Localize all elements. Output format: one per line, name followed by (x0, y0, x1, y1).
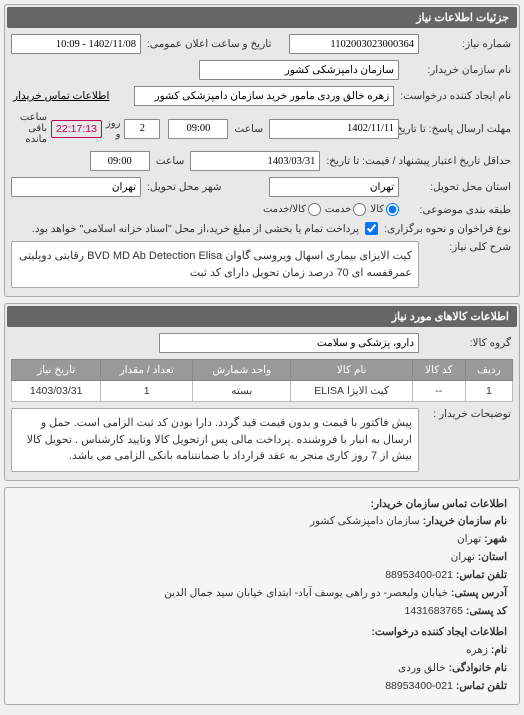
col-date: تاریخ نیاز (12, 360, 101, 381)
col-row: ردیف (465, 360, 512, 381)
c-phone: 021-88953400 (385, 569, 453, 581)
goods-desc-label: توضیحات خریدار : (423, 408, 513, 420)
delivery-deadline-label: حداقل تاریخ اعتبار پیشنهاد / قیمت: تا تا… (324, 155, 513, 167)
remaining-time: 22:17:13 (51, 120, 102, 138)
announce-input[interactable] (11, 34, 141, 54)
time-label-1: ساعت (232, 123, 265, 135)
remaining-days-label: روز و (106, 118, 121, 140)
delivery-deadline-date[interactable] (190, 151, 320, 171)
creator-header: اطلاعات ایجاد کننده درخواست: (371, 626, 507, 638)
city-label: شهر محل تحویل: (145, 181, 224, 193)
budget-note-value: پرداخت تمام یا بخشی از مبلغ خرید،از محل … (11, 223, 361, 235)
province-label: استان محل تحویل: (403, 181, 513, 193)
budget-radio-group: کالا خدمت کالا/خدمت (263, 203, 399, 216)
goods-desc-value: پیش فاکتور با قیمت و بدون قیمت قید گردد.… (11, 408, 419, 472)
buyer-org-input[interactable] (199, 60, 399, 80)
col-name: نام کالا (291, 360, 412, 381)
province-input[interactable] (269, 177, 399, 197)
c-province: تهران (451, 551, 475, 563)
col-qty: تعداد / مقدار (101, 360, 193, 381)
buyer-contact-link[interactable]: اطلاعات تماس خریدار (11, 90, 111, 102)
col-unit: واحد شمارش (193, 360, 291, 381)
c-postal: خیابان ولیعصر- دو راهی یوسف آباد- ابتدای… (164, 587, 448, 599)
number-input[interactable] (289, 34, 419, 54)
c-zip: 1431683765 (405, 605, 463, 617)
c-family: خالق وردی (398, 662, 446, 674)
c-city: تهران (457, 533, 481, 545)
c-city-label: شهر: (484, 533, 507, 545)
budget-radio-kala[interactable] (386, 203, 399, 216)
city-input[interactable] (11, 177, 141, 197)
delivery-deadline-time[interactable] (90, 151, 150, 171)
c-phone-label: تلفن تماس: (456, 569, 507, 581)
budget-label: طبقه بندی موضوعی: (403, 204, 513, 216)
c-family-label: نام خانوادگی: (449, 662, 507, 674)
deadline-send-date[interactable] (269, 119, 399, 139)
remaining-days (124, 119, 160, 139)
general-desc-value: کیت الایزای بیماری اسهال ویروسی گاوان BV… (11, 241, 419, 288)
budget-note-label: نوع فراخوان و نحوه برگزاری: (382, 223, 513, 235)
number-label: شماره نیاز: (423, 38, 513, 50)
deadline-send-label: مهلت ارسال پاسخ: تا تاریخ: (403, 123, 513, 135)
goods-header: اطلاعات کالاهای مورد نیاز (7, 306, 517, 327)
c-name-label: نام: (491, 644, 507, 656)
requester-input[interactable] (134, 86, 394, 106)
c-buyer-org: سازمان دامپزشکی کشور (310, 515, 420, 527)
c-zip-label: کد پستی: (466, 605, 507, 617)
requester-label: نام ایجاد کننده درخواست: (398, 90, 513, 102)
group-label: گروه کالا: (423, 337, 513, 349)
c-postal-label: آدرس پستی: (451, 587, 507, 599)
buyer-org-label: نام سازمان خریدار: (403, 64, 513, 76)
remaining-suffix: ساعت باقی مانده (11, 112, 47, 145)
c-creator-phone: 021-88953400 (385, 680, 453, 692)
col-code: کد کالا (412, 360, 465, 381)
buyer-contact-header: اطلاعات تماس سازمان خریدار: (371, 498, 507, 510)
time-label-2: ساعت (154, 155, 187, 167)
general-desc-label: شرح کلی نیاز: (423, 241, 513, 253)
goods-table: ردیف کد کالا نام کالا واحد شمارش تعداد /… (11, 359, 513, 402)
announce-label: تاریخ و ساعت اعلان عمومی: (145, 38, 273, 50)
table-row: 1 -- کیت الایزا ELISA بسته 1 1403/03/31 (12, 381, 513, 402)
budget-radio-both[interactable] (308, 203, 321, 216)
budget-radio-khedmat[interactable] (353, 203, 366, 216)
group-input[interactable] (159, 333, 419, 353)
c-name: زهره (466, 644, 488, 656)
header-title: جزئیات اطلاعات نیاز (7, 7, 517, 28)
deadline-send-time[interactable] (168, 119, 228, 139)
c-creator-phone-label: تلفن تماس: (456, 680, 507, 692)
budget-note-checkbox[interactable] (365, 222, 378, 235)
c-province-label: استان: (478, 551, 507, 563)
c-buyer-org-label: نام سازمان خریدار: (423, 515, 507, 527)
